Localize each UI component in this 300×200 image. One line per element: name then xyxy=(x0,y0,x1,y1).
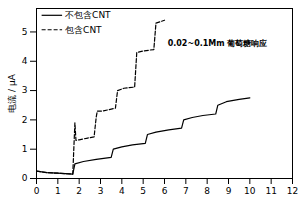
svg-text:包含CNT: 包含CNT xyxy=(65,25,102,35)
svg-text:5: 5 xyxy=(140,186,146,196)
svg-text:4: 4 xyxy=(119,186,125,196)
svg-text:4: 4 xyxy=(22,56,28,66)
svg-text:3: 3 xyxy=(22,85,28,95)
svg-text:6: 6 xyxy=(162,186,168,196)
svg-text:2: 2 xyxy=(22,115,28,125)
svg-text:1: 1 xyxy=(22,144,28,154)
svg-text:8: 8 xyxy=(204,186,210,196)
svg-text:电流 / μA: 电流 / μA xyxy=(7,73,17,112)
svg-text:12: 12 xyxy=(287,186,298,196)
svg-text:11: 11 xyxy=(265,186,276,196)
svg-text:0: 0 xyxy=(22,173,28,183)
svg-text:不包含CNT: 不包含CNT xyxy=(65,10,111,20)
svg-text:10: 10 xyxy=(244,186,256,196)
svg-text:9: 9 xyxy=(226,186,232,196)
svg-text:3: 3 xyxy=(98,186,104,196)
svg-text:5: 5 xyxy=(22,27,28,37)
svg-text:0.02~0.1Mm 葡萄糖响应: 0.02~0.1Mm 葡萄糖响应 xyxy=(168,38,268,48)
svg-text:7: 7 xyxy=(183,186,189,196)
svg-text:0: 0 xyxy=(34,186,40,196)
svg-text:1: 1 xyxy=(55,186,61,196)
svg-text:2: 2 xyxy=(76,186,82,196)
